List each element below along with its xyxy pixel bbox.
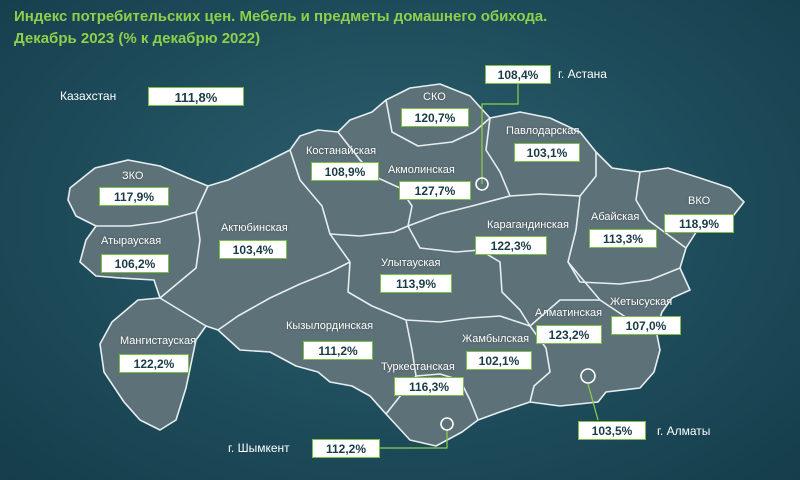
region-value-zko: 117,9% bbox=[99, 187, 169, 206]
country-label: Казахстан bbox=[60, 89, 117, 103]
shymkent-marker bbox=[440, 417, 454, 431]
title-line-2: Декабрь 2023 (% к декабрю 2022) bbox=[14, 30, 261, 47]
border-aktobe-kyzylorda bbox=[217, 261, 351, 331]
title-line-1: Индекс потребительских цен. Мебель и пре… bbox=[14, 8, 548, 25]
region-value-kostanay: 108,9% bbox=[311, 162, 379, 181]
astana-leader bbox=[481, 84, 519, 184]
country-value: 111,8% bbox=[148, 87, 244, 106]
shymkent-leader bbox=[378, 430, 448, 449]
region-label-pavlodar: Павлодарская bbox=[506, 125, 580, 137]
astana-marker bbox=[475, 177, 489, 191]
border-kostanay-akmola bbox=[337, 131, 413, 227]
border-ulytau-zhambyl bbox=[405, 315, 531, 327]
border-mangistau bbox=[159, 297, 207, 327]
region-value-atyrau: 106,2% bbox=[101, 254, 169, 273]
region-value-ulytau: 113,9% bbox=[380, 274, 452, 293]
region-value-akmola: 127,7% bbox=[399, 181, 471, 200]
region-value-aktobe: 103,4% bbox=[219, 240, 287, 259]
region-value-karaganda: 122,3% bbox=[475, 236, 547, 255]
region-label-zko: ЗКО bbox=[122, 170, 144, 182]
region-value-vko: 118,9% bbox=[664, 214, 734, 233]
city-value-shymkent: 112,2% bbox=[312, 439, 380, 458]
border-karaganda-ulytau bbox=[407, 225, 531, 327]
city-label-astana: г. Астана bbox=[558, 67, 607, 81]
border-karaganda-abay bbox=[567, 195, 681, 285]
region-label-atyrau: Атырауская bbox=[101, 235, 162, 247]
almaty-marker bbox=[580, 368, 596, 384]
city-value-almaty: 103,5% bbox=[578, 421, 646, 440]
almaty-leader bbox=[587, 383, 599, 421]
country-outline bbox=[67, 83, 745, 447]
region-label-turkestan: Туркестанская bbox=[381, 361, 455, 373]
city-label-almaty: г. Алматы bbox=[657, 424, 711, 438]
city-label-shymkent: г. Шымкент bbox=[228, 441, 290, 455]
region-value-abay: 113,3% bbox=[589, 229, 657, 248]
region-value-sko: 120,7% bbox=[401, 108, 469, 127]
region-label-kostanay: Костанайская bbox=[306, 145, 377, 157]
region-label-zhambyl: Жамбылская bbox=[462, 333, 530, 345]
region-value-turkestan: 116,3% bbox=[394, 377, 464, 396]
region-label-vko: ВКО bbox=[688, 195, 711, 207]
border-zko-atyrau bbox=[96, 185, 209, 227]
region-value-mangistau: 122,2% bbox=[119, 354, 189, 373]
region-label-abay: Абайская bbox=[591, 211, 640, 223]
region-label-sko: СКО bbox=[423, 91, 446, 103]
border-akmola-pavlodar bbox=[485, 117, 511, 197]
region-value-almaty-region: 123,2% bbox=[536, 325, 602, 344]
region-label-kyzylorda: Кызылординская bbox=[286, 320, 374, 332]
border-kostanay-ulytau bbox=[329, 225, 409, 237]
region-label-ulytau: Улытауская bbox=[381, 257, 441, 269]
region-label-zhetisu: Жетысуская bbox=[610, 296, 673, 308]
border-abay-vko bbox=[635, 171, 687, 249]
region-value-zhetisu: 107,0% bbox=[611, 316, 681, 335]
border-karaganda-almaty bbox=[529, 299, 600, 327]
border-aktobe-kostanay bbox=[289, 149, 351, 263]
city-value-astana: 108,4% bbox=[485, 65, 551, 84]
border-atyrau-aktobe bbox=[159, 211, 201, 299]
region-label-karaganda: Карагандинская bbox=[487, 219, 569, 231]
border-sko-akmola bbox=[385, 99, 491, 147]
region-label-aktobe: Актюбинская bbox=[221, 222, 288, 234]
border-akmola-karaganda bbox=[407, 195, 511, 227]
region-value-kyzylorda: 111,2% bbox=[303, 341, 373, 360]
region-label-mangistau: Мангистауская bbox=[120, 335, 197, 347]
border-ulytau-kyzylorda bbox=[347, 261, 407, 321]
map-title: Индекс потребительских цен. Мебель и пре… bbox=[14, 6, 794, 50]
region-value-zhambyl: 102,1% bbox=[466, 351, 532, 370]
region-label-almaty-region: Алматинская bbox=[535, 307, 603, 319]
region-label-akmola: Акмолинская bbox=[388, 164, 455, 176]
region-value-pavlodar: 103,1% bbox=[514, 143, 580, 162]
